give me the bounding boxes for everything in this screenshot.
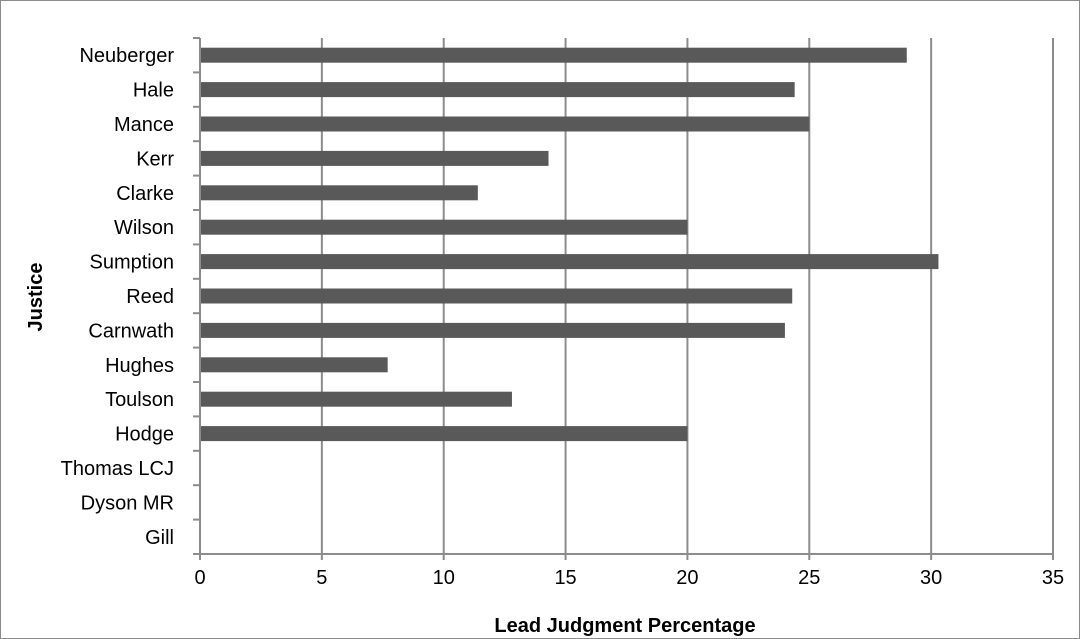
x-tick-label: 20	[676, 567, 698, 589]
x-tick-label: 15	[554, 567, 576, 589]
x-tick-label: 35	[1042, 567, 1064, 589]
y-axis-title: Justice	[25, 263, 47, 332]
bar	[200, 47, 907, 63]
x-tick-label: 25	[798, 567, 820, 589]
y-tick-label: Neuberger	[79, 45, 174, 67]
bar	[200, 116, 810, 132]
y-tick-label: Kerr	[136, 148, 174, 170]
y-tick-label: Toulson	[105, 389, 174, 411]
y-tick-label: Hale	[133, 80, 174, 102]
x-tick-label: 10	[433, 567, 455, 589]
y-tick-label: Mance	[114, 114, 174, 136]
bar	[200, 426, 688, 442]
bar	[200, 219, 688, 235]
y-tick-label: Hodge	[115, 424, 174, 446]
x-tick-label: 5	[316, 567, 327, 589]
bars	[200, 47, 939, 442]
y-tick-label: Dyson MR	[81, 492, 174, 514]
x-tick-label: 30	[920, 567, 942, 589]
y-tick-label: Reed	[126, 286, 174, 308]
y-tick-label: Thomas LCJ	[61, 458, 174, 480]
bar	[200, 357, 388, 373]
bar	[200, 322, 785, 338]
tick-labels: 0 5 10 15 20 25 30 35 Neuberger Hale Mance Kerr Clar…	[61, 45, 1065, 589]
bar	[200, 288, 793, 304]
bar	[200, 185, 478, 201]
y-tick-label: Carnwath	[88, 320, 174, 342]
axes	[193, 37, 1053, 560]
y-tick-label: Gill	[145, 527, 174, 549]
y-tick-label: Hughes	[105, 355, 174, 377]
x-axis-title: Lead Judgment Percentage	[494, 615, 755, 637]
x-tick-label: 0	[194, 567, 205, 589]
bar	[200, 391, 512, 407]
y-tick-label: Sumption	[90, 252, 175, 274]
bar	[200, 254, 939, 270]
y-tick-label: Wilson	[114, 217, 174, 239]
bar	[200, 150, 549, 166]
bar	[200, 82, 795, 98]
y-tick-label: Clarke	[116, 183, 174, 205]
